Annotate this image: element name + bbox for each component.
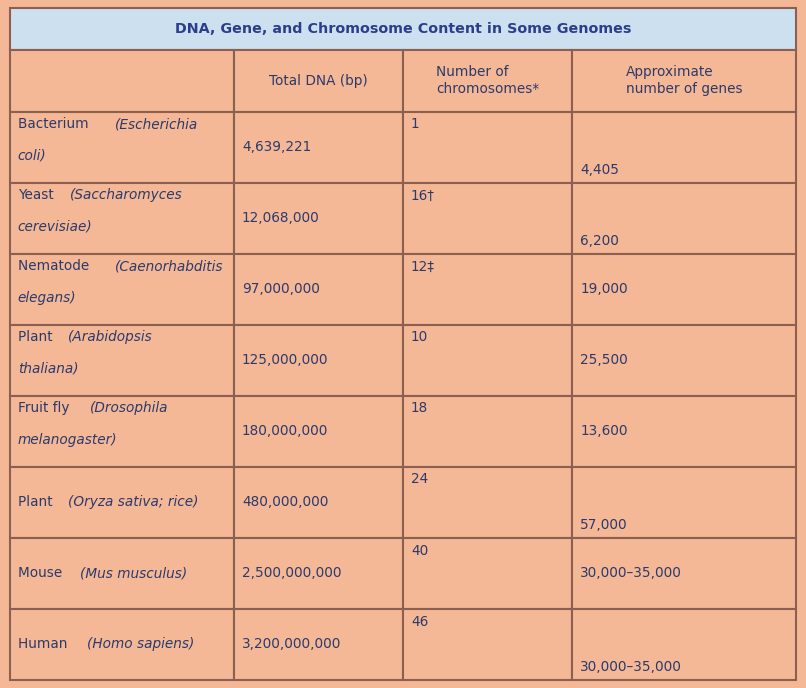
Text: Fruit fly: Fruit fly	[18, 402, 73, 416]
Text: Total DNA (bp): Total DNA (bp)	[269, 74, 368, 88]
Text: melanogaster): melanogaster)	[18, 433, 118, 447]
Bar	[234, 325, 403, 396]
Bar	[234, 254, 403, 325]
Text: thaliana): thaliana)	[18, 362, 78, 376]
Text: 480,000,000: 480,000,000	[242, 495, 328, 509]
Bar	[572, 183, 796, 254]
Text: Human: Human	[18, 637, 72, 652]
Text: 25,500: 25,500	[580, 353, 628, 367]
Bar	[403, 396, 572, 466]
Text: 2,500,000,000: 2,500,000,000	[242, 566, 342, 580]
Text: 6,200: 6,200	[580, 234, 619, 248]
Text: 24: 24	[411, 473, 428, 486]
Text: coli): coli)	[18, 149, 47, 162]
Text: Plant: Plant	[18, 495, 56, 509]
Text: 12‡: 12‡	[411, 259, 435, 273]
Text: elegans): elegans)	[18, 291, 77, 305]
Text: (Mus musculus): (Mus musculus)	[81, 566, 188, 580]
Text: 19,000: 19,000	[580, 282, 628, 297]
Text: 4,639,221: 4,639,221	[242, 140, 311, 154]
Bar	[403, 538, 572, 609]
Text: 4,405: 4,405	[580, 163, 619, 177]
Bar	[572, 50, 796, 111]
Bar	[403, 111, 572, 183]
Text: (Drosophila: (Drosophila	[89, 402, 168, 416]
Bar	[572, 254, 796, 325]
Bar	[234, 183, 403, 254]
Bar	[234, 50, 403, 111]
Text: 3,200,000,000: 3,200,000,000	[242, 637, 341, 652]
Bar	[10, 111, 234, 183]
Text: Number of
chromosomes*: Number of chromosomes*	[436, 65, 539, 96]
Text: DNA, Gene, and Chromosome Content in Some Genomes: DNA, Gene, and Chromosome Content in Som…	[175, 22, 631, 36]
Bar	[403, 466, 572, 538]
Text: 40: 40	[411, 544, 428, 557]
Text: 125,000,000: 125,000,000	[242, 353, 328, 367]
Bar	[10, 8, 796, 50]
Bar	[10, 50, 234, 111]
Text: cerevisiae): cerevisiae)	[18, 219, 93, 234]
Text: Plant: Plant	[18, 330, 56, 345]
Bar	[403, 254, 572, 325]
Bar	[10, 325, 234, 396]
Text: (Oryza sativa; rice): (Oryza sativa; rice)	[68, 495, 198, 509]
Bar	[234, 609, 403, 680]
Text: Approximate
number of genes: Approximate number of genes	[626, 65, 742, 96]
Bar	[403, 50, 572, 111]
Bar	[403, 183, 572, 254]
Text: 10: 10	[411, 330, 428, 345]
Text: 57,000: 57,000	[580, 518, 628, 532]
Text: 13,600: 13,600	[580, 424, 628, 438]
Text: (Caenorhabditis: (Caenorhabditis	[115, 259, 224, 273]
Text: 30,000–35,000: 30,000–35,000	[580, 566, 682, 580]
Text: 46: 46	[411, 614, 428, 629]
Bar	[572, 325, 796, 396]
Bar	[10, 538, 234, 609]
Text: 16†: 16†	[411, 189, 435, 202]
Bar	[10, 609, 234, 680]
Text: 12,068,000: 12,068,000	[242, 211, 320, 225]
Text: Bacterium: Bacterium	[18, 118, 93, 131]
Text: (Arabidopsis: (Arabidopsis	[68, 330, 153, 345]
Bar	[572, 396, 796, 466]
Text: (Escherichia: (Escherichia	[114, 118, 197, 131]
Bar	[234, 396, 403, 466]
Bar	[234, 538, 403, 609]
Bar	[234, 466, 403, 538]
Text: Nematode: Nematode	[18, 259, 93, 273]
Text: (Homo sapiens): (Homo sapiens)	[87, 637, 194, 652]
Bar	[10, 466, 234, 538]
Bar	[572, 111, 796, 183]
Bar	[403, 609, 572, 680]
Text: Yeast: Yeast	[18, 189, 58, 202]
Text: 18: 18	[411, 402, 428, 416]
Bar	[10, 183, 234, 254]
Bar	[10, 254, 234, 325]
Bar	[403, 325, 572, 396]
Bar	[572, 609, 796, 680]
Bar	[10, 396, 234, 466]
Bar	[572, 466, 796, 538]
Bar	[572, 538, 796, 609]
Text: 180,000,000: 180,000,000	[242, 424, 328, 438]
Text: 30,000–35,000: 30,000–35,000	[580, 660, 682, 674]
Text: (Saccharomyces: (Saccharomyces	[69, 189, 182, 202]
Bar	[234, 111, 403, 183]
Text: 1: 1	[411, 118, 420, 131]
Text: 97,000,000: 97,000,000	[242, 282, 320, 297]
Text: Mouse: Mouse	[18, 566, 66, 580]
